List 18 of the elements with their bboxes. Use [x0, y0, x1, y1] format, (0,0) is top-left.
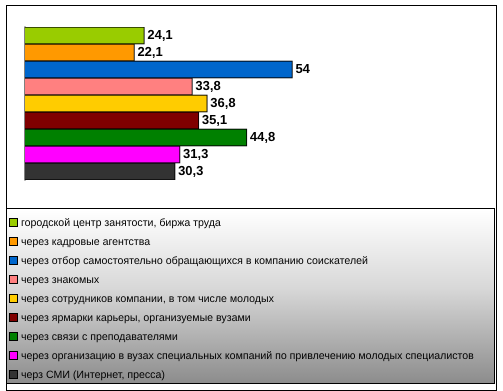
legend-label: через отбор самостоятельно обращающихся в компанию соискателей: [21, 254, 368, 266]
data-label: 54: [295, 61, 311, 76]
data-label: 31,3: [183, 146, 208, 162]
legend-label: городской центр занятости, биржа труда: [21, 216, 221, 228]
data-label: 44,8: [250, 129, 276, 144]
data-label: 24,1: [147, 27, 173, 42]
legend-label: через ярмарки карьеры, организуемые вузами: [21, 312, 251, 324]
data-label: 22,1: [137, 44, 163, 60]
data-label: 35,1: [202, 112, 228, 128]
legend-label: черз СМИ (Интернет, пресса): [21, 368, 165, 380]
legend-label: через связи с преподавателями: [21, 330, 178, 342]
legend-label: через организацию в вузах специальных компаний по привлечению молодых специалистов: [21, 350, 474, 362]
data-label: 33,8: [195, 78, 221, 94]
legend-label: через кадровые агентства: [21, 236, 150, 248]
data-label: 36,8: [210, 95, 236, 110]
legend-label: через сотрудников компании, в том числе молодых: [21, 292, 274, 304]
data-label: 30,3: [178, 163, 204, 178]
legend-label: через знакомых: [21, 274, 100, 286]
